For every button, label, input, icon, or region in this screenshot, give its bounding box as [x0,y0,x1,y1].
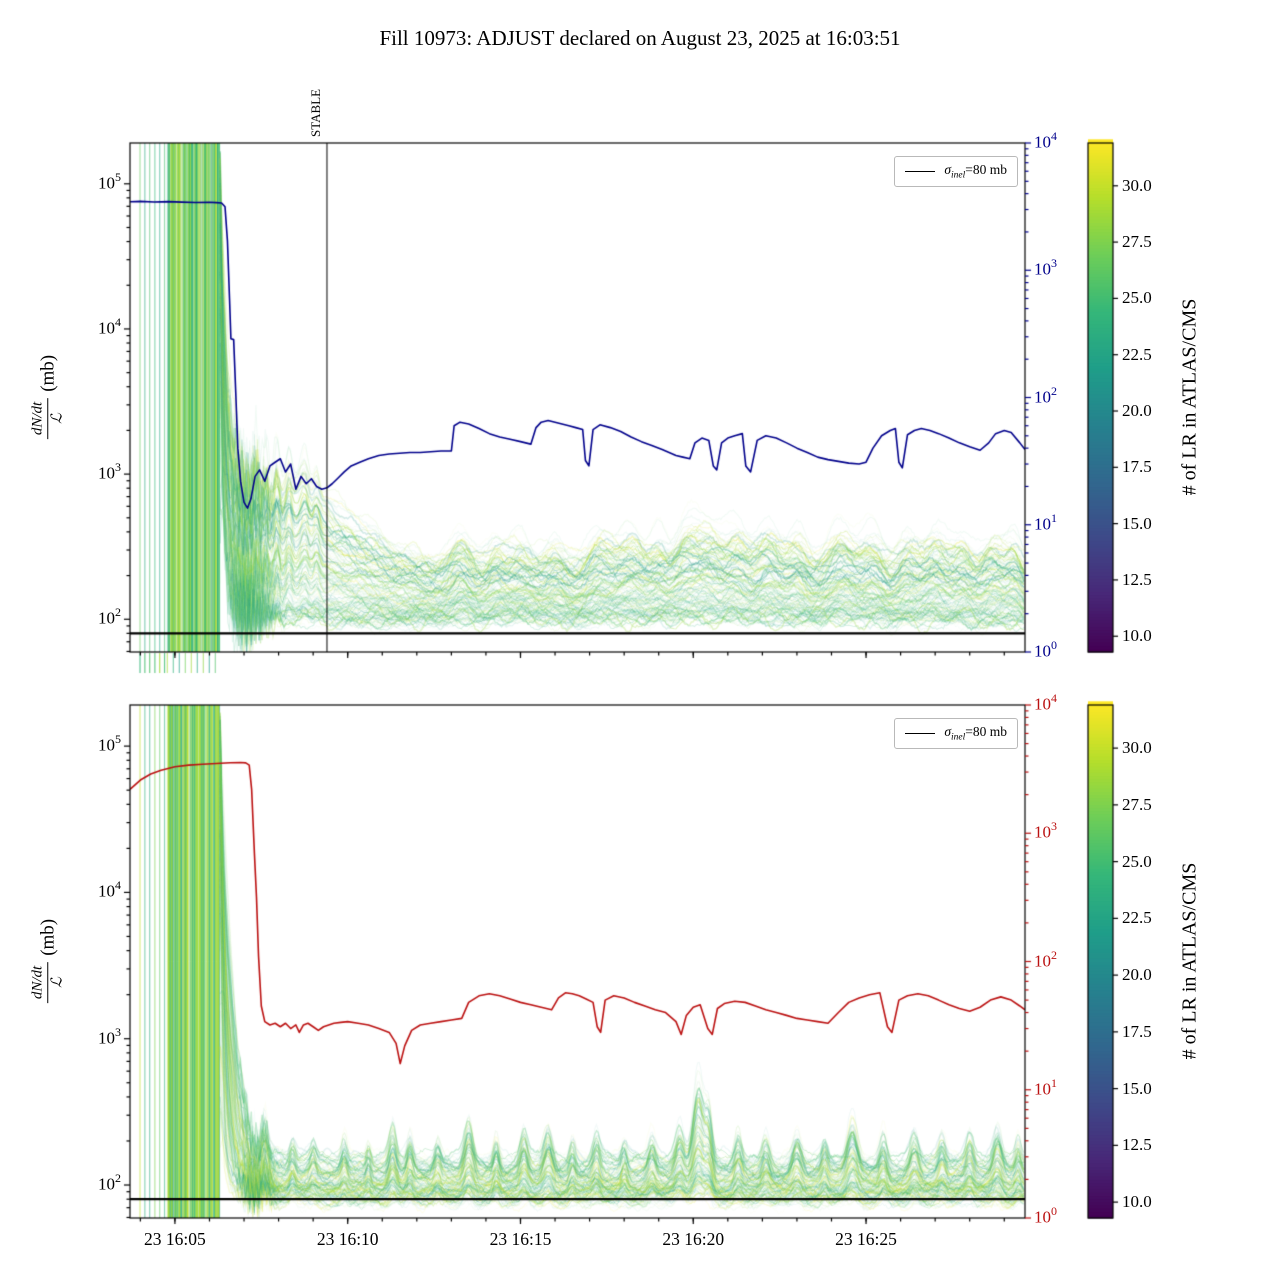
sigma-symbol: σ [944,724,951,739]
y-tick-label-left: 104 [98,878,121,902]
y-tick-label-left: 103 [98,460,121,483]
exponent: 3 [1051,256,1057,271]
y-tick-label-left: 105 [98,169,121,193]
exponent: 4 [1051,691,1057,705]
exponent: 2 [1051,947,1057,962]
colorbar-tick-label: 12.5 [1122,1135,1152,1155]
exponent: 3 [115,1024,121,1039]
colorbar-tick-label: 10.0 [1122,626,1152,646]
colorbar-tick-label: 22.5 [1122,344,1152,364]
exponent: 1 [1051,510,1057,525]
sigma-line-sample [905,732,936,734]
y-tick-label-right: 100 [1034,1204,1057,1227]
x-tick-label: 23 16:15 [489,1229,552,1249]
exponent: 0 [1051,638,1057,652]
sigma-symbol: σ [944,162,951,177]
exponent: 2 [1051,383,1057,398]
y-tick-label-left: 105 [98,732,121,755]
sigma-value: =80 mb [965,162,1007,177]
exponent: 3 [115,460,121,475]
colorbar-tick-label: 12.5 [1122,569,1152,589]
colorbar-label-bottom: # of LR in ATLAS/CMS [1178,862,1201,1060]
colorbar-tick-label: 27.5 [1122,232,1152,252]
x-tick-label: 23 16:20 [662,1229,725,1249]
colorbar-tick-label: 17.5 [1122,1021,1152,1041]
colorbar-tick-label: 30.0 [1122,738,1152,758]
legend-top: σinel=80 mb [894,156,1018,187]
fraction-denominator: ℒ [49,977,66,988]
exponent: 1 [1051,1075,1057,1090]
exponent: 5 [115,169,121,184]
fraction-numerator: dN/dt [29,397,49,440]
axis-unit: (mb) [37,354,58,392]
colorbar-tick-label: 25.0 [1122,288,1152,308]
exponent: 3 [1051,819,1057,834]
exponent: 2 [115,1171,121,1185]
x-tick-label: 23 16:10 [316,1229,379,1249]
y-tick-label-left: 104 [98,314,121,338]
exponent: 0 [1051,1204,1057,1218]
exponent: 2 [115,605,121,620]
y-tick-label-right: 101 [1034,510,1057,534]
y-tick-label-right: 102 [1034,383,1057,407]
colorbar-label-top: # of LR in ATLAS/CMS [1178,298,1201,496]
colorbar-tick-label: 17.5 [1122,457,1152,477]
y-tick-label-right: 104 [1034,129,1057,152]
sigma-subscript: inel [951,170,966,181]
figure-title: Fill 10973: ADJUST declared on August 23… [379,26,901,50]
legend-label: σinel=80 mb [944,162,1007,181]
fraction-denominator: ℒ [49,413,66,424]
y-tick-label-right: 104 [1034,691,1057,714]
fraction: dN/dt ℒ [29,961,67,1004]
left-axis-label-bottom: dN/dt ℒ (mb) [29,918,67,1004]
colorbar-tick-label: 30.0 [1122,175,1152,195]
colorbar-tick-label: 27.5 [1122,794,1152,814]
legend-label: σinel=80 mb [944,724,1007,743]
y-tick-label-right: 100 [1034,638,1057,661]
exponent: 4 [115,314,121,329]
axis-unit: (mb) [37,918,58,956]
y-tick-label-right: 103 [1034,819,1057,842]
legend-bottom: σinel=80 mb [894,718,1018,749]
exponent: 5 [115,732,121,747]
y-tick-label-left: 103 [98,1024,121,1048]
left-axis-label-top: dN/dt ℒ (mb) [29,354,67,440]
colorbar-tick-label: 15.0 [1122,513,1152,533]
colorbar-tick-label: 20.0 [1122,965,1152,985]
x-tick-label: 23 16:25 [835,1229,897,1249]
sigma-line-sample [905,170,936,172]
fraction: dN/dt ℒ [29,397,67,440]
y-tick-label-left: 102 [98,1171,121,1194]
y-tick-label-right: 101 [1034,1075,1057,1099]
x-tick-label: 23 16:05 [144,1229,206,1249]
y-tick-label-left: 102 [98,605,121,628]
y-tick-label-right: 103 [1034,256,1057,279]
sigma-subscript: inel [951,732,966,743]
stable-annotation: STABLE [308,88,323,138]
colorbar-tick-label: 20.0 [1122,401,1152,420]
colorbar-tick-label: 15.0 [1122,1078,1152,1098]
sigma-value: =80 mb [965,724,1007,739]
fraction-numerator: dN/dt [29,961,49,1004]
exponent: 4 [115,878,121,893]
y-tick-label-right: 102 [1034,947,1057,971]
colorbar-tick-label: 25.0 [1122,851,1152,871]
colorbar-tick-label: 22.5 [1122,908,1152,928]
exponent: 4 [1051,129,1057,143]
colorbar-tick-label: 10.0 [1122,1192,1152,1212]
